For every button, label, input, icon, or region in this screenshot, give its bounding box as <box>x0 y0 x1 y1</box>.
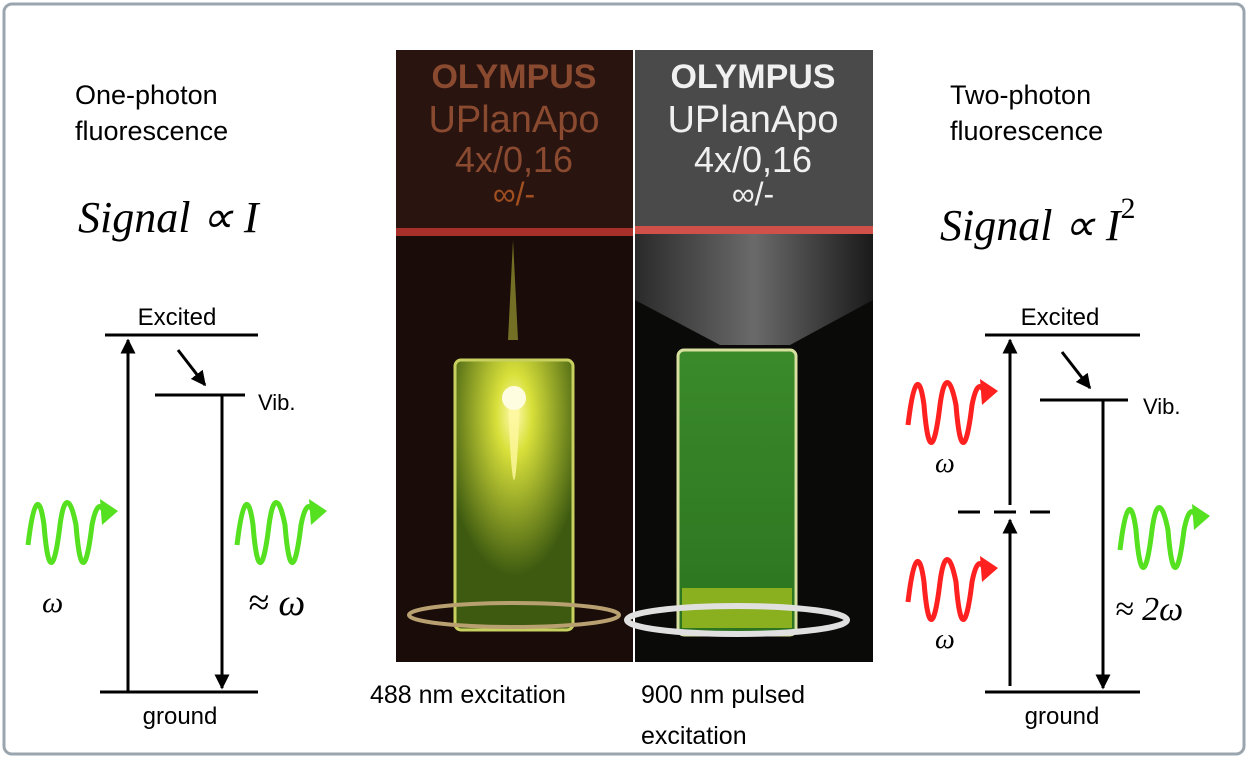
photo-left: OLYMPUS UPlanApo 4x/0,16 ∞/- <box>396 50 633 662</box>
lens-text: 4x/0,16 <box>694 139 812 180</box>
omega: ω <box>42 586 63 619</box>
title-line: Two-photon <box>950 80 1091 110</box>
level-label: Excited <box>138 304 217 331</box>
formula: Signal ∝ I <box>78 193 261 242</box>
omega: ≈ ω <box>248 582 305 624</box>
formula-base: Signal ∝ I <box>940 201 1123 250</box>
green-wave <box>28 499 118 563</box>
formula-power: 2 <box>1121 192 1136 225</box>
two-photon-panel: Two-photon fluorescence Signal ∝ I2 Exci… <box>908 80 1210 730</box>
lens-text: ∞/- <box>493 176 535 212</box>
photo-right: OLYMPUS UPlanApo 4x/0,16 ∞/- <box>624 50 873 662</box>
level-label: ground <box>1025 703 1100 730</box>
lens-text: 4x/0,16 <box>455 139 573 180</box>
omega: ≈ 2ω <box>1115 591 1183 628</box>
title-line: fluorescence <box>950 116 1103 146</box>
title-line: fluorescence <box>75 116 228 146</box>
omega: ω <box>935 624 955 655</box>
caption: 900 nm pulsed <box>641 681 805 709</box>
lens-text: OLYMPUS <box>670 58 835 96</box>
level-label: Vib. <box>258 390 296 415</box>
caption: 488 nm excitation <box>370 681 566 709</box>
omega: ω <box>935 448 955 479</box>
relax-arrow <box>1060 351 1092 390</box>
lens-text: OLYMPUS <box>431 58 596 96</box>
green-wave <box>1120 504 1210 568</box>
level-label: Vib. <box>1143 394 1181 419</box>
one-photon-panel: One-photon fluorescence Signal ∝ I Excit… <box>28 80 327 730</box>
lens-text: UPlanApo <box>667 99 838 141</box>
title-line: One-photon <box>75 80 218 110</box>
red-wave <box>908 379 998 443</box>
red-wave <box>908 556 998 620</box>
lens-text: ∞/- <box>732 176 774 212</box>
relax-arrow <box>176 349 207 387</box>
level-label: ground <box>143 703 218 730</box>
caption: excitation <box>641 722 747 750</box>
formula: Signal ∝ I2 <box>940 192 1136 250</box>
lens-text: UPlanApo <box>428 99 599 141</box>
green-wave <box>237 499 327 563</box>
level-label: Excited <box>1021 304 1100 331</box>
